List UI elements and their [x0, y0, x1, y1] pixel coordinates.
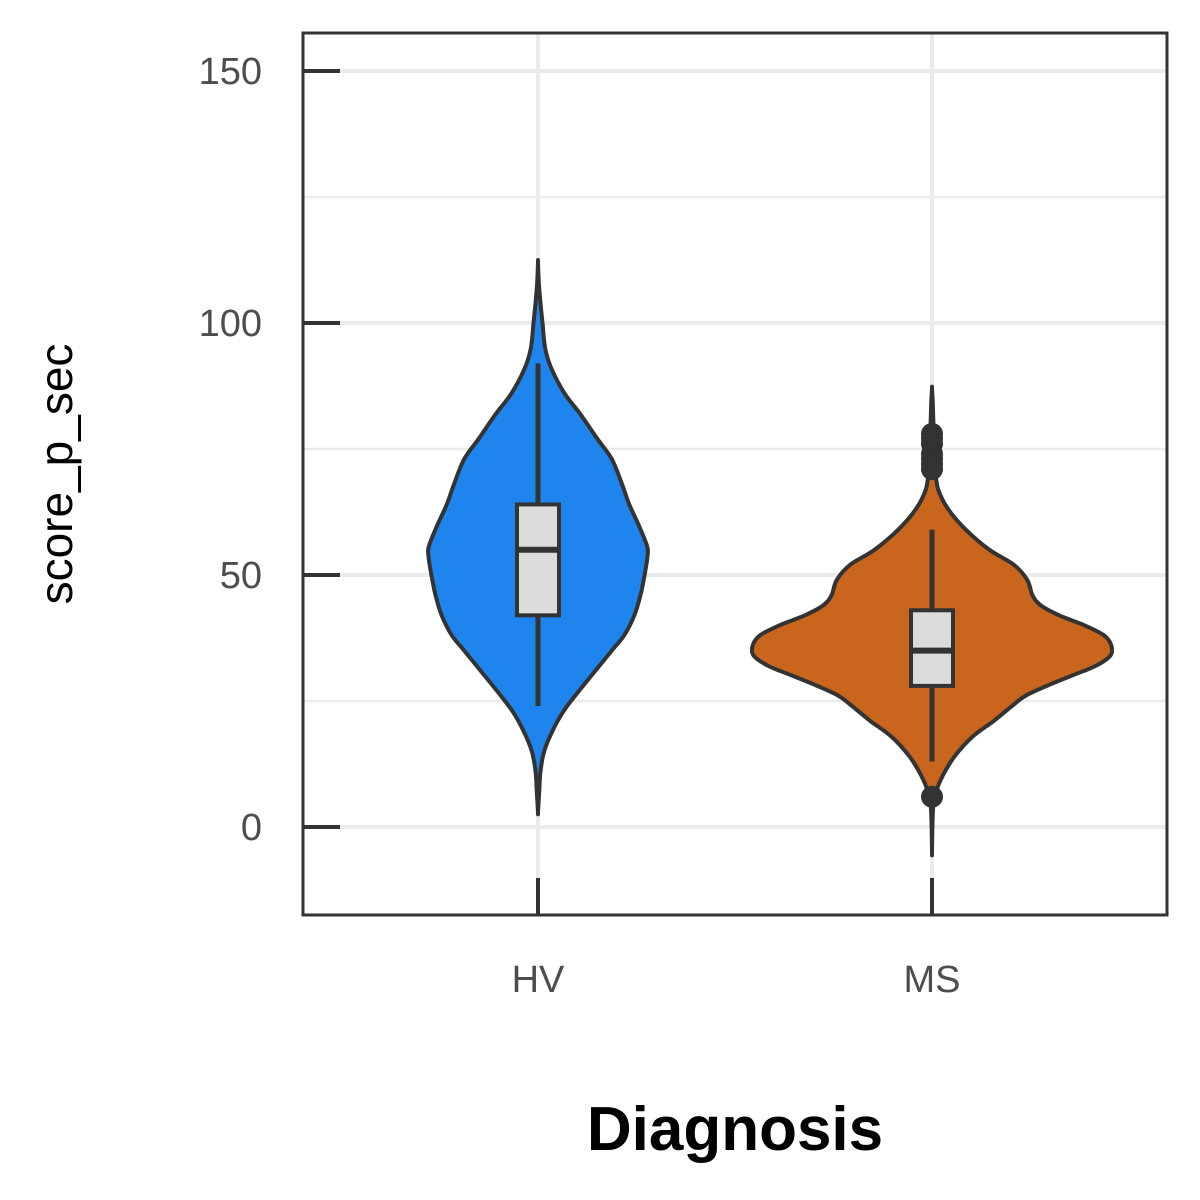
axis-layer: 0 50 100 150 HV MS — [199, 51, 961, 1001]
y-tick-label: 50 — [220, 555, 262, 597]
box-hv — [515, 502, 561, 618]
x-tick-label: MS — [904, 959, 961, 1001]
outlier-point-ms — [921, 785, 943, 808]
y-tick-label: 100 — [199, 303, 262, 345]
y-tick-label: 0 — [241, 807, 262, 849]
plot-panel-border — [301, 31, 1169, 917]
outlier-point-ms — [921, 458, 943, 481]
violin-layer — [426, 258, 1115, 858]
grid-layer — [303, 33, 1167, 915]
x-axis-title: Diagnosis — [587, 1095, 883, 1164]
y-axis-title: score_p_sec — [30, 344, 82, 605]
y-tick-label: 150 — [199, 51, 262, 93]
x-tick-label: HV — [512, 959, 565, 1001]
